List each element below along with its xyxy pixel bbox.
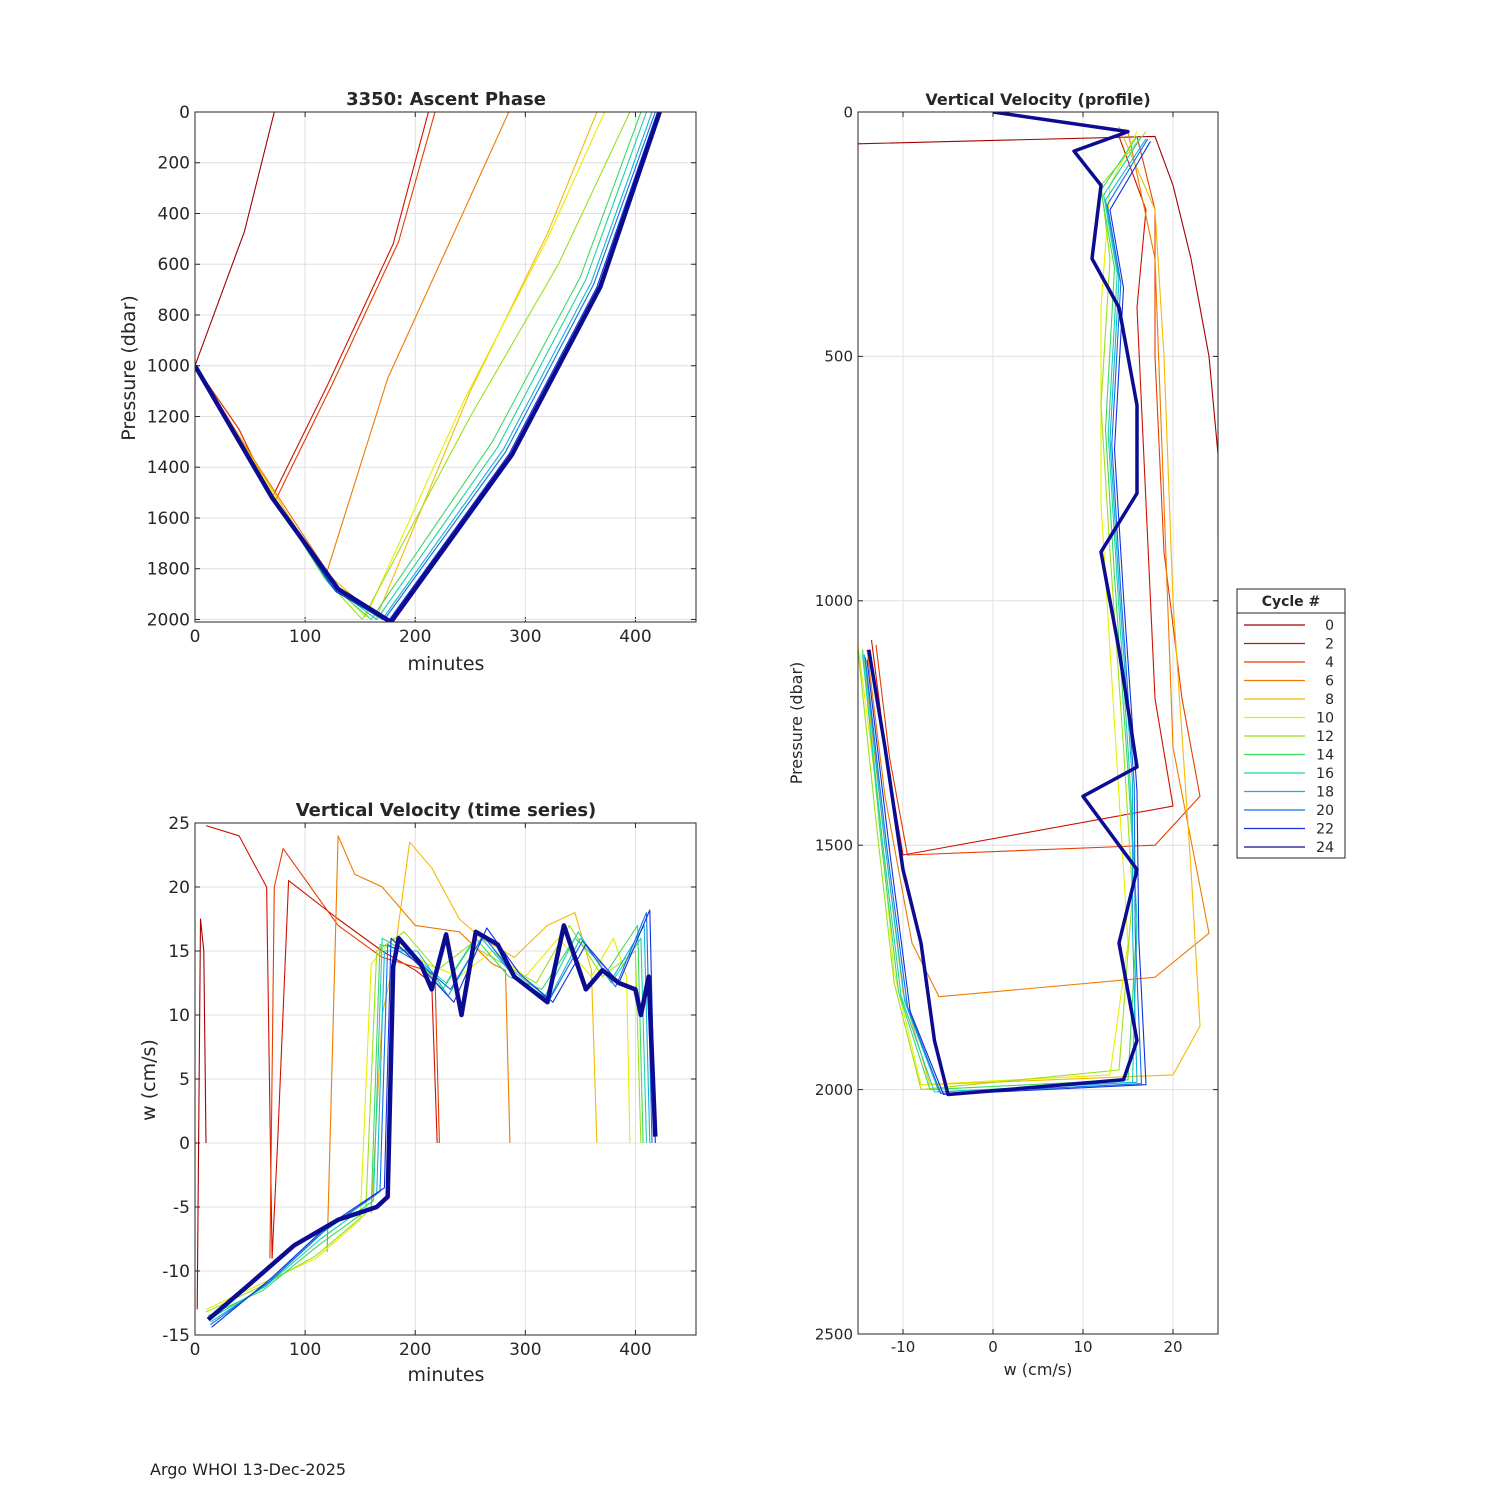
series-line-cycle-12 [205,924,642,1313]
y-tick-label: 10 [168,1006,190,1026]
x-tick-label: 20 [1163,1338,1182,1356]
legend-entry-label: 20 [1316,803,1334,819]
y-tick-label: 20 [168,878,190,898]
chart-title: Vertical Velocity (time series) [296,800,597,821]
y-tick-label: 1200 [147,407,190,427]
x-tick-label: 10 [1073,1338,1092,1356]
y-axis-label: Pressure (dbar) [787,662,806,785]
series-line-cycle-8 [195,112,598,618]
y-tick-label: 0 [843,103,853,121]
plot-frame [194,822,697,1336]
legend-entry-label: 14 [1316,748,1334,764]
y-tick-label: 1500 [815,836,853,854]
series-group [858,112,1218,1097]
y-tick-label: 200 [158,154,190,174]
x-axis-label: minutes [408,1364,485,1386]
velocity-profile-chart: Vertical Velocity (profile) w (cm/s) Pre… [787,90,1219,1379]
y-tick-label: -5 [173,1198,190,1218]
legend-entry-label: 16 [1316,766,1334,782]
x-axis-label: w (cm/s) [1004,1360,1073,1379]
series-line-cycle-18 [863,138,1147,1093]
legend-box [1236,588,1346,859]
y-tick-label: 0 [179,103,190,123]
series-line-cycle-24 [867,112,1139,1097]
series-line-cycle-24 [206,923,658,1322]
velocity-time-series-chart: Vertical Velocity (time series) minutes … [138,800,697,1386]
x-tick-label: 400 [619,627,651,647]
y-tick-label: 2000 [147,610,190,630]
plot-area [858,112,1218,1334]
y-tick-label: 800 [158,306,190,326]
y-tick-label: 1400 [147,458,190,478]
series-line-cycle-16 [861,136,1142,1093]
y-tick-label: 500 [824,348,853,366]
x-tick-label: 0 [190,627,201,647]
series-line-cycle-0 [195,112,275,366]
series-line-cycle-24 [195,112,662,622]
series-line-cycle-0 [196,918,207,1310]
y-tick-label: 1800 [147,560,190,580]
series-group [196,825,658,1328]
y-tick-label: 15 [168,942,190,962]
y-axis-label: Pressure (dbar) [118,295,140,441]
y-tick-label: 1600 [147,509,190,529]
y-tick-label: 25 [168,814,190,834]
y-tick-label: 2000 [815,1081,853,1099]
x-tick-label: -10 [891,1338,916,1356]
plot-frame [194,111,697,623]
y-tick-label: 400 [158,204,190,224]
plot-area [195,112,696,622]
series-line-cycle-6 [195,112,510,572]
x-tick-label: 200 [399,1340,431,1360]
y-axis-label: w (cm/s) [138,1039,160,1121]
x-tick-label: 100 [289,627,321,647]
y-tick-label: -15 [162,1326,190,1346]
legend-entry-label: 12 [1316,729,1334,745]
series-line-cycle-10 [858,131,1138,1086]
series-group [195,112,662,622]
x-axis-label: minutes [408,653,485,675]
legend-title: Cycle # [1262,594,1321,610]
chart-title: 3350: Ascent Phase [346,89,546,110]
footer-credit: Argo WHOI 13-Dec-2025 [150,1460,347,1479]
x-tick-label: 0 [190,1340,201,1360]
series-line-cycle-4 [875,136,1201,856]
legend-entry-label: 22 [1316,822,1334,838]
x-tick-label: 300 [509,627,541,647]
legend-entry-label: 18 [1316,785,1334,801]
series-line-cycle-20 [864,138,1149,1095]
x-tick-label: 0 [988,1338,998,1356]
y-tick-label: 1000 [815,592,853,610]
x-tick-label: 100 [289,1340,321,1360]
plot-frame [857,111,1219,1335]
series-line-cycle-22 [866,141,1151,1096]
y-tick-label: 600 [158,255,190,275]
legend-entry-label: 4 [1325,655,1334,671]
chart-title: Vertical Velocity (profile) [925,90,1150,109]
y-tick-label: 0 [179,1134,190,1154]
series-line-cycle-12 [858,131,1147,1091]
x-tick-label: 300 [509,1340,541,1360]
series-line-cycle-6 [866,131,1210,998]
y-tick-label: 1000 [147,357,190,377]
series-line-cycle-2 [205,825,438,1259]
legend-entry-label: 6 [1325,674,1334,690]
ascent-phase-chart: 3350: Ascent Phase minutes Pressure (dba… [118,89,697,675]
series-line-cycle-0 [858,135,1218,538]
x-tick-label: 200 [399,627,431,647]
series-line-cycle-14 [207,924,644,1317]
legend-entry-label: 24 [1316,840,1334,856]
legend-entry-label: 10 [1316,711,1334,727]
legend-entry-label: 0 [1325,618,1334,634]
series-line-cycle-4 [195,112,436,504]
y-tick-label: 5 [179,1070,190,1090]
legend-entry-label: 8 [1325,692,1334,708]
y-tick-label: 2500 [815,1325,853,1343]
legend-entry-label: 2 [1325,637,1334,653]
y-tick-label: -10 [162,1262,190,1282]
x-tick-label: 400 [619,1340,651,1360]
